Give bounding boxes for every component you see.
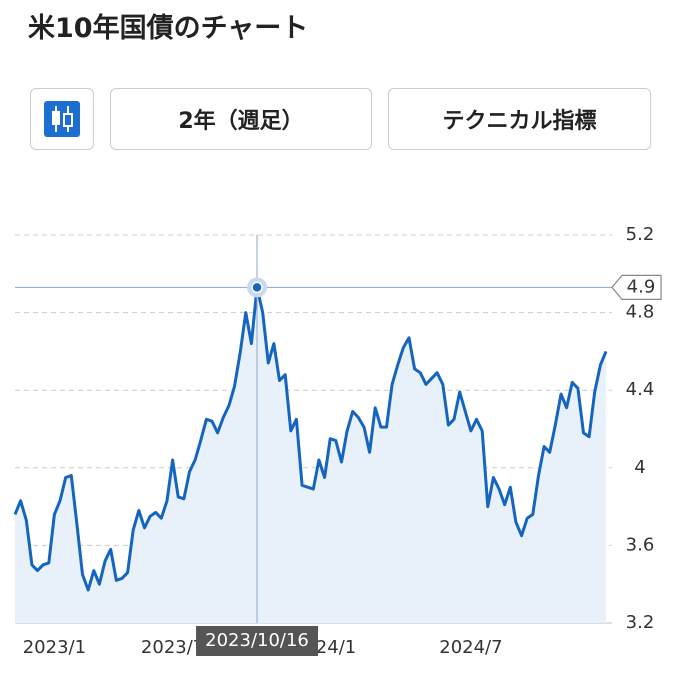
x-tick-label: 2024/7 xyxy=(439,637,502,658)
chart-type-button[interactable] xyxy=(30,88,94,150)
y-tick-label: 3.2 xyxy=(626,612,655,633)
candlestick-icon xyxy=(44,101,80,137)
x-tick-label: 2023/7 xyxy=(141,637,204,658)
page-title: 米10年国債のチャート xyxy=(28,13,309,44)
crosshair-date-box xyxy=(196,626,319,656)
y-tick-label: 4.8 xyxy=(626,302,655,323)
highlight-point xyxy=(251,281,263,294)
crosshair-value-box xyxy=(611,274,662,300)
technical-button[interactable]: テクニカル指標 xyxy=(388,88,651,150)
period-button[interactable]: 2年（週足） xyxy=(110,88,372,150)
y-tick-label: 4.4 xyxy=(626,379,655,400)
crosshair-value-label: 4.9 xyxy=(627,276,656,297)
y-tick-label: 5.2 xyxy=(626,224,655,245)
x-tick-label: 2023/1 xyxy=(23,637,86,658)
crosshair-date-label: 2023/10/16 xyxy=(205,630,309,651)
area xyxy=(15,287,606,623)
y-tick-label: 3.6 xyxy=(626,534,655,555)
y-tick-label: 4 xyxy=(634,457,645,478)
line xyxy=(13,285,608,592)
